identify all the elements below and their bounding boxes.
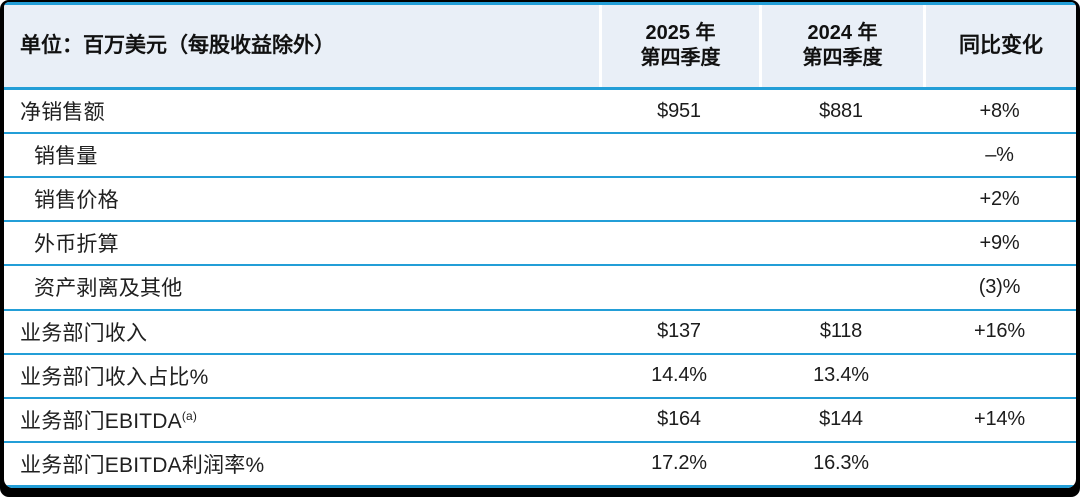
table-row-segment-ebitda-margin: 业务部门EBITDA利润率% 17.2% 16.3% (4, 443, 1076, 488)
column-header-2025-q4: 2025 年 第四季度 (599, 5, 759, 87)
row-label: 外币折算 (34, 233, 119, 257)
table-row-price: 销售价格 +2% (4, 178, 1076, 223)
header-change-label: 同比变化 (959, 33, 1043, 57)
unit-label: 单位：百万美元（每股收益除外） (20, 33, 335, 57)
row-label: 业务部门收入占比% (20, 365, 209, 389)
value-q4-2024: $144 (819, 408, 863, 431)
footnote-marker: (a) (181, 408, 198, 423)
row-label: 销售量 (34, 145, 98, 169)
value-yoy-change: +9% (979, 231, 1020, 254)
value-q4-2025: $951 (657, 99, 701, 122)
value-yoy-change: +14% (974, 408, 1025, 431)
value-yoy-change: +2% (979, 187, 1020, 210)
value-q4-2024: $881 (819, 99, 863, 122)
table-row-divestitures: 资产剥离及其他 (3)% (4, 266, 1076, 311)
row-label: 业务部门EBITDA利润率% (20, 453, 265, 477)
value-q4-2024: $118 (819, 320, 863, 343)
value-yoy-change: +16% (974, 320, 1025, 343)
top-accent-line (4, 2, 1076, 5)
table-row-segment-ebitda: 业务部门EBITDA(a) $164 $144 +14% (4, 399, 1076, 443)
value-yoy-change: –% (985, 143, 1014, 166)
value-q4-2024: 16.3% (813, 452, 869, 475)
table-body: 净销售额 $951 $881 +8% 销售量 –% 销售价格 +2% 外币折算 (4, 90, 1076, 488)
value-q4-2025: $137 (657, 320, 701, 343)
table-row-segment-income: 业务部门收入 $137 $118 +16% (4, 311, 1076, 355)
table-row-segment-income-pct: 业务部门收入占比% 14.4% 13.4% (4, 355, 1076, 399)
header-2025-line2: 第四季度 (640, 47, 721, 69)
value-yoy-change: (3)% (978, 275, 1021, 298)
header-2024-line2: 第四季度 (802, 47, 883, 69)
row-label: 销售价格 (34, 189, 119, 213)
table-row-currency: 外币折算 +9% (4, 222, 1076, 267)
table-row-net-sales: 净销售额 $951 $881 +8% (4, 90, 1076, 135)
row-label: 资产剥离及其他 (34, 277, 183, 301)
value-q4-2025: $164 (657, 408, 701, 431)
column-header-unit: 单位：百万美元（每股收益除外） (4, 5, 599, 87)
row-label-text: 业务部门EBITDA (20, 409, 182, 433)
value-q4-2025: 14.4% (651, 364, 707, 387)
header-2024-line1: 2024 年 (807, 22, 878, 44)
row-label: 业务部门收入 (20, 321, 148, 345)
value-q4-2024: 13.4% (813, 364, 869, 387)
value-q4-2025: 17.2% (651, 452, 707, 475)
table-header-row: 单位：百万美元（每股收益除外） 2025 年 第四季度 2024 年 第四季度 … (4, 5, 1076, 90)
table-row-volume: 销售量 –% (4, 134, 1076, 179)
value-yoy-change: +8% (979, 99, 1020, 122)
column-header-yoy-change: 同比变化 (923, 5, 1076, 87)
header-2025-line1: 2025 年 (645, 22, 716, 44)
row-label: 业务部门EBITDA(a) (4, 405, 599, 435)
financial-table-card: 单位：百万美元（每股收益除外） 2025 年 第四季度 2024 年 第四季度 … (4, 2, 1076, 488)
row-label: 净销售额 (20, 101, 105, 125)
column-header-2024-q4: 2024 年 第四季度 (759, 5, 923, 87)
